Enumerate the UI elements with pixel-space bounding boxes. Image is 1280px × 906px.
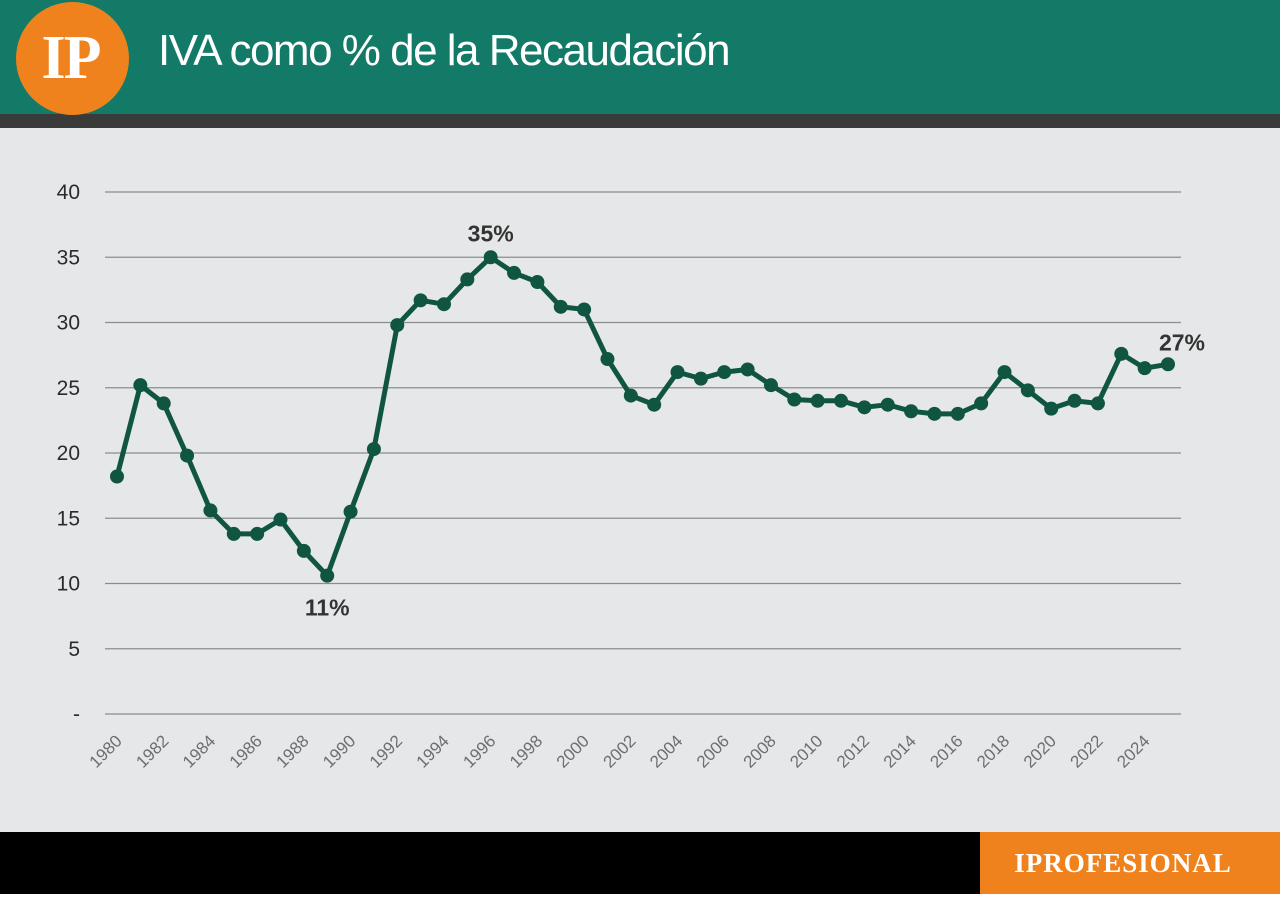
- data-point: [997, 365, 1012, 380]
- data-point: [1020, 383, 1035, 398]
- x-tick-label: 1998: [506, 731, 546, 771]
- data-point: [436, 297, 451, 312]
- series-line: [114, 254, 1171, 579]
- x-tick-label: 1996: [459, 731, 499, 771]
- x-tick-label: 1986: [226, 731, 266, 771]
- x-tick-label: 1992: [366, 731, 406, 771]
- data-point: [717, 365, 732, 380]
- data-point: [1114, 346, 1129, 361]
- chart-grid: [105, 191, 1181, 715]
- series-points: [110, 250, 1175, 583]
- x-tick-label: 2002: [599, 731, 639, 771]
- x-tick-label: 2010: [786, 731, 826, 771]
- data-point: [623, 388, 638, 403]
- data-point: [647, 397, 662, 412]
- data-point: [950, 406, 965, 421]
- data-point: [1044, 401, 1059, 416]
- data-point: [483, 250, 498, 265]
- x-tick-label: 2008: [740, 731, 780, 771]
- x-tick-label: 2016: [926, 731, 966, 771]
- data-point: [670, 365, 685, 380]
- y-tick-label: 15: [57, 507, 80, 530]
- y-axis-ticks: - 5 10 15 20 25 30 35 40: [57, 181, 80, 726]
- x-tick-label: 1988: [272, 731, 312, 771]
- data-point: [857, 400, 872, 415]
- data-point: [927, 406, 942, 421]
- y-tick-label: 35: [57, 246, 80, 269]
- data-point: [343, 504, 358, 519]
- bottom-margin: [0, 894, 1280, 906]
- data-point: [413, 293, 428, 308]
- data-point: [904, 404, 919, 419]
- brand-badge: IPROFESIONAL: [980, 832, 1280, 894]
- x-tick-label: 2012: [833, 731, 873, 771]
- data-point: [390, 318, 405, 333]
- annotation-label: 27%: [1159, 329, 1205, 355]
- y-tick-label: -: [73, 703, 80, 726]
- data-point: [296, 543, 311, 558]
- brand-text: IPROFESIONAL: [1014, 847, 1232, 878]
- x-tick-label: 1990: [319, 731, 359, 771]
- data-point: [1090, 396, 1105, 411]
- data-point: [507, 265, 522, 280]
- data-point: [203, 503, 218, 518]
- x-axis-ticks: 1980 1982 1984 1986 1988 1990 1992 1994 1996 1998…: [86, 731, 1154, 771]
- y-tick-label: 30: [57, 312, 80, 335]
- annotation-label: 35%: [468, 220, 514, 246]
- data-point: [763, 378, 778, 393]
- data-point: [250, 526, 265, 541]
- header-banner: IP IVA como % de la Recaudación: [0, 0, 1280, 128]
- data-point: [133, 378, 148, 393]
- data-point: [273, 512, 288, 527]
- x-tick-label: 2000: [553, 731, 593, 771]
- data-point: [530, 275, 545, 290]
- footer-bar: IPROFESIONAL: [0, 832, 1280, 894]
- data-point: [226, 526, 241, 541]
- ip-logo: IP: [16, 2, 129, 115]
- data-point: [156, 396, 171, 411]
- x-tick-label: 1984: [179, 731, 219, 771]
- data-point: [180, 448, 195, 463]
- data-point: [110, 469, 124, 484]
- data-point: [1137, 361, 1152, 376]
- data-point: [880, 397, 895, 412]
- y-tick-label: 40: [57, 181, 80, 204]
- x-tick-label: 2024: [1113, 731, 1153, 771]
- data-point: [366, 442, 381, 457]
- x-tick-label: 2022: [1067, 731, 1107, 771]
- x-tick-label: 1980: [86, 731, 126, 771]
- data-point: [553, 299, 568, 314]
- data-point: [1161, 357, 1175, 372]
- data-point: [693, 371, 708, 386]
- annotation-label: 11%: [305, 595, 350, 621]
- x-tick-label: 2006: [693, 731, 733, 771]
- data-point: [320, 568, 335, 583]
- y-tick-label: 5: [68, 638, 80, 661]
- x-tick-label: 2014: [880, 731, 920, 771]
- data-point: [577, 302, 592, 317]
- data-point: [600, 352, 615, 367]
- ip-logo-text: IP: [41, 24, 102, 92]
- y-tick-label: 20: [57, 442, 80, 465]
- x-tick-label: 1994: [413, 731, 453, 771]
- chart-annotations: 35% 11% 27%: [305, 220, 1205, 620]
- series-path: [114, 254, 1171, 579]
- data-point: [460, 272, 475, 287]
- data-point: [740, 362, 755, 377]
- data-point: [810, 393, 825, 408]
- data-point: [1067, 393, 1082, 408]
- x-tick-label: 1982: [132, 731, 172, 771]
- header-green-bar: [0, 0, 1280, 114]
- x-tick-label: 2018: [973, 731, 1013, 771]
- data-point: [787, 392, 802, 407]
- data-point: [974, 396, 989, 411]
- data-point: [834, 393, 849, 408]
- y-tick-label: 25: [57, 377, 80, 400]
- page-title: IVA como % de la Recaudación: [158, 26, 731, 75]
- x-tick-label: 2004: [646, 731, 686, 771]
- y-tick-label: 10: [57, 573, 80, 596]
- x-tick-label: 2020: [1020, 731, 1060, 771]
